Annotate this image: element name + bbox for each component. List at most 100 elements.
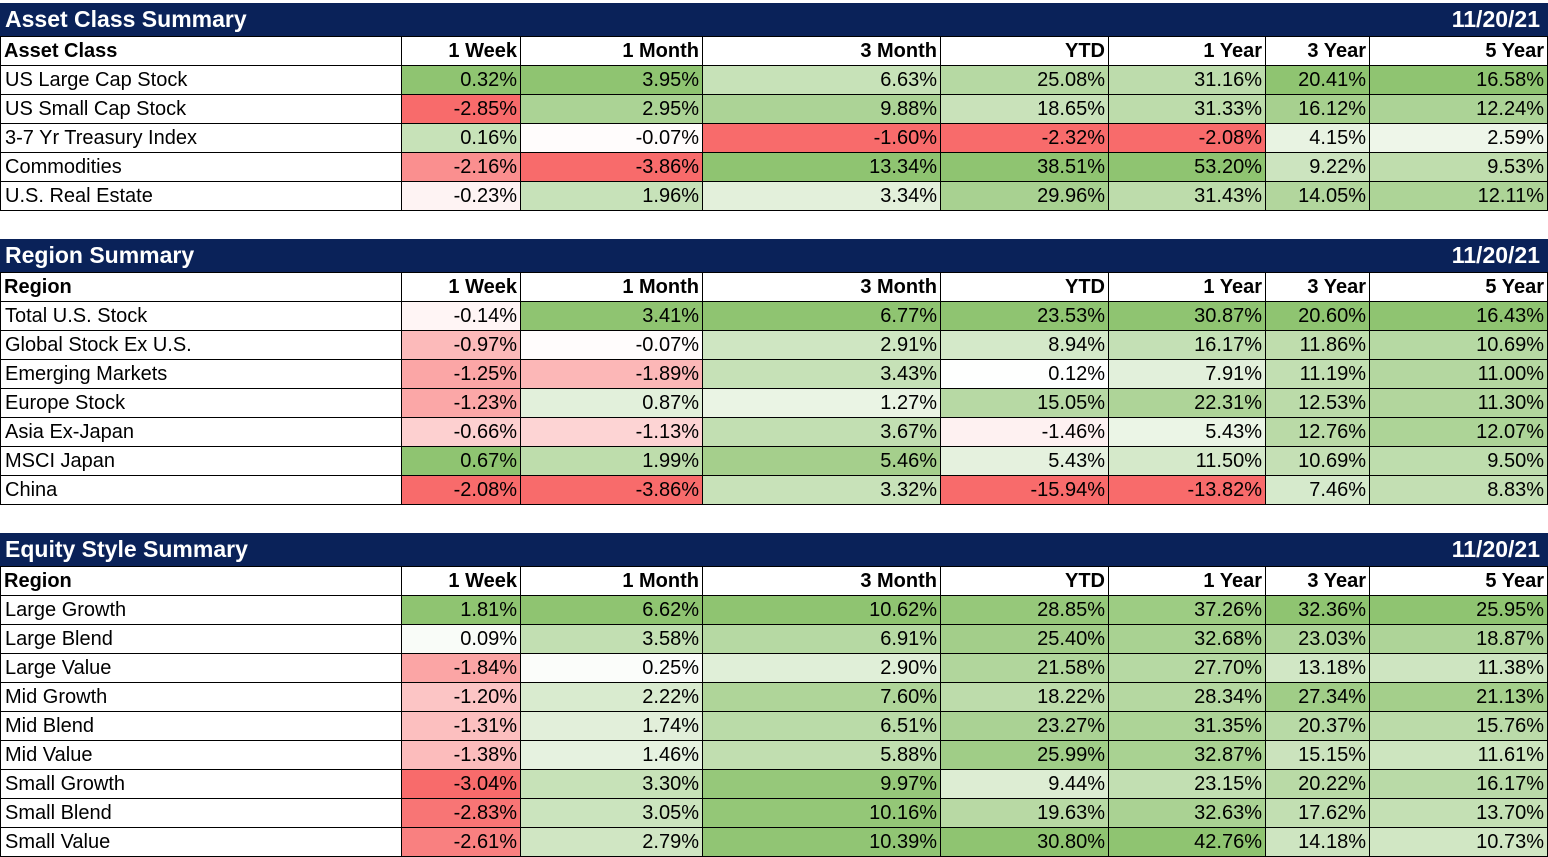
value-cell-1-year: 37.26% [1108, 595, 1266, 625]
section-title: Equity Style Summary [5, 536, 248, 562]
value-cell-ytd: 23.53% [940, 301, 1109, 331]
column-header-1-week: 1 Week [401, 36, 521, 66]
value-cell-1-year: 32.87% [1108, 740, 1266, 770]
value-cell-ytd: 25.08% [940, 65, 1109, 95]
table-row: Small Blend -2.83% 3.05% 10.16% 19.63% 32.63%… [0, 798, 1548, 828]
row-header-label: Asset Class [0, 36, 402, 66]
value-cell-1-year: 27.70% [1108, 653, 1266, 683]
value-cell-3-month: 5.46% [702, 446, 941, 476]
table-header-row: Region 1 Week 1 Month 3 Month YTD 1 Year 3 Yea… [0, 272, 1548, 302]
value-cell-1-year: 11.50% [1108, 446, 1266, 476]
value-cell-5-year: 16.58% [1369, 65, 1548, 95]
value-cell-3-month: -1.60% [702, 123, 941, 153]
value-cell-3-year: 4.15% [1265, 123, 1370, 153]
row-label: Small Blend [0, 798, 402, 828]
column-header-1-year: 1 Year [1108, 36, 1266, 66]
value-cell-ytd: -2.32% [940, 123, 1109, 153]
table-row: U.S. Real Estate -0.23% 1.96% 3.34% 29.96% 31… [0, 181, 1548, 211]
value-cell-1-month: 3.30% [520, 769, 703, 799]
value-cell-1-year: 32.68% [1108, 624, 1266, 654]
value-cell-1-week: -1.84% [401, 653, 521, 683]
value-cell-3-year: 9.22% [1265, 152, 1370, 182]
value-cell-1-month: -1.13% [520, 417, 703, 447]
returns-table: Region 1 Week 1 Month 3 Month YTD 1 Year 3 Yea… [0, 566, 1548, 857]
value-cell-3-month: 2.90% [702, 653, 941, 683]
value-cell-1-year: 7.91% [1108, 359, 1266, 389]
value-cell-ytd: 29.96% [940, 181, 1109, 211]
row-header-label: Region [0, 566, 402, 596]
value-cell-5-year: 25.95% [1369, 595, 1548, 625]
returns-table: Region 1 Week 1 Month 3 Month YTD 1 Year 3 Yea… [0, 272, 1548, 505]
value-cell-ytd: 0.12% [940, 359, 1109, 389]
table-row: Large Value -1.84% 0.25% 2.90% 21.58% 27.70% 1… [0, 653, 1548, 683]
value-cell-3-year: 17.62% [1265, 798, 1370, 828]
value-cell-5-year: 12.24% [1369, 94, 1548, 124]
value-cell-1-year: 32.63% [1108, 798, 1266, 828]
value-cell-1-year: 53.20% [1108, 152, 1266, 182]
value-cell-5-year: 9.50% [1369, 446, 1548, 476]
row-label: Emerging Markets [0, 359, 402, 389]
column-header-5-year: 5 Year [1369, 36, 1548, 66]
table-row: Emerging Markets -1.25% -1.89% 3.43% 0.12% 7.… [0, 359, 1548, 389]
value-cell-1-week: -2.61% [401, 827, 521, 857]
value-cell-ytd: 18.65% [940, 94, 1109, 124]
value-cell-3-year: 32.36% [1265, 595, 1370, 625]
value-cell-1-week: -0.97% [401, 330, 521, 360]
value-cell-3-year: 13.18% [1265, 653, 1370, 683]
value-cell-ytd: 19.63% [940, 798, 1109, 828]
column-header-ytd: YTD [940, 36, 1109, 66]
column-header-1-month: 1 Month [520, 36, 703, 66]
value-cell-3-month: 6.91% [702, 624, 941, 654]
table-row: Small Growth -3.04% 3.30% 9.97% 9.44% 23.15% 2… [0, 769, 1548, 799]
value-cell-3-month: 7.60% [702, 682, 941, 712]
section-date: 11/20/21 [1451, 242, 1540, 268]
table-row: Large Growth 1.81% 6.62% 10.62% 28.85% 37.26%… [0, 595, 1548, 625]
table-row: Europe Stock -1.23% 0.87% 1.27% 15.05% 22.31%… [0, 388, 1548, 418]
value-cell-ytd: -1.46% [940, 417, 1109, 447]
value-cell-3-month: 6.77% [702, 301, 941, 331]
value-cell-3-year: 10.69% [1265, 446, 1370, 476]
value-cell-ytd: 25.99% [940, 740, 1109, 770]
value-cell-1-year: 31.35% [1108, 711, 1266, 741]
value-cell-1-month: 0.87% [520, 388, 703, 418]
row-header-label: Region [0, 272, 402, 302]
value-cell-5-year: 13.70% [1369, 798, 1548, 828]
table-row: US Small Cap Stock -2.85% 2.95% 9.88% 18.65%… [0, 94, 1548, 124]
column-header-3-year: 3 Year [1265, 36, 1370, 66]
column-header-3-month: 3 Month [702, 36, 941, 66]
value-cell-1-year: 5.43% [1108, 417, 1266, 447]
value-cell-1-year: -13.82% [1108, 475, 1266, 505]
row-label: Small Value [0, 827, 402, 857]
column-header-5-year: 5 Year [1369, 566, 1548, 596]
value-cell-ytd: 21.58% [940, 653, 1109, 683]
value-cell-3-year: 14.18% [1265, 827, 1370, 857]
value-cell-1-month: 1.96% [520, 181, 703, 211]
column-header-3-month: 3 Month [702, 566, 941, 596]
value-cell-5-year: 15.76% [1369, 711, 1548, 741]
value-cell-3-year: 16.12% [1265, 94, 1370, 124]
table-row: China -2.08% -3.86% 3.32% -15.94% -13.82% 7.46… [0, 475, 1548, 505]
column-header-1-year: 1 Year [1108, 272, 1266, 302]
value-cell-1-year: 42.76% [1108, 827, 1266, 857]
value-cell-ytd: 25.40% [940, 624, 1109, 654]
column-header-5-year: 5 Year [1369, 272, 1548, 302]
value-cell-1-month: 0.25% [520, 653, 703, 683]
value-cell-1-year: 28.34% [1108, 682, 1266, 712]
table-row: 3-7 Yr Treasury Index 0.16% -0.07% -1.60% -2… [0, 123, 1548, 153]
value-cell-1-week: -1.20% [401, 682, 521, 712]
column-header-1-week: 1 Week [401, 566, 521, 596]
value-cell-3-year: 12.76% [1265, 417, 1370, 447]
value-cell-1-week: -2.85% [401, 94, 521, 124]
row-label: Asia Ex-Japan [0, 417, 402, 447]
column-header-1-month: 1 Month [520, 566, 703, 596]
value-cell-5-year: 16.43% [1369, 301, 1548, 331]
row-label: Europe Stock [0, 388, 402, 418]
row-label: Mid Growth [0, 682, 402, 712]
row-label: Large Value [0, 653, 402, 683]
table-header-row: Asset Class 1 Week 1 Month 3 Month YTD 1 Year… [0, 36, 1548, 66]
row-label: Total U.S. Stock [0, 301, 402, 331]
value-cell-3-month: 3.32% [702, 475, 941, 505]
column-header-3-year: 3 Year [1265, 566, 1370, 596]
value-cell-1-month: 1.99% [520, 446, 703, 476]
value-cell-3-year: 7.46% [1265, 475, 1370, 505]
